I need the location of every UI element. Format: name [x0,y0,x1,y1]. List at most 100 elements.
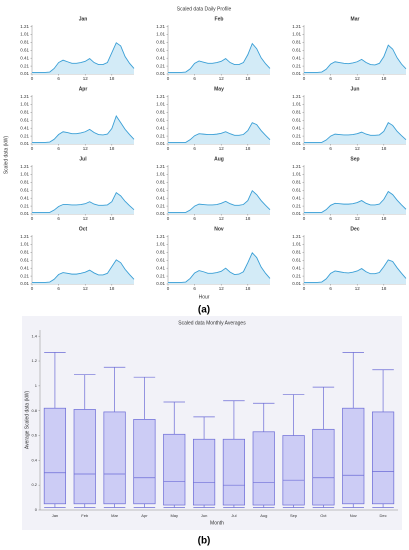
y-tick-label: 0.61 [292,47,301,52]
x-tick-label: 6 [193,76,196,81]
area [168,43,270,74]
x-tick-label: Jan [52,513,58,518]
box [73,409,96,505]
y-tick-label: 0.81 [20,250,29,255]
x-axis-label: Month [210,520,224,526]
y-tick-label: 0.2 [31,482,37,487]
y-tick-label: 0.01 [156,141,165,146]
x-tick-label: Apr [141,513,148,518]
x-tick-label: 6 [329,76,332,81]
area [168,190,270,214]
y-tick-label: 0.81 [292,250,301,255]
x-tick-label: 0 [303,216,306,221]
x-tick-label: 6 [57,76,60,81]
y-tick-label: 0.81 [156,110,165,115]
box [192,438,216,506]
box [312,428,335,506]
y-tick-label: 0.61 [20,187,29,192]
line [168,251,271,283]
y-tick-label: 1.01 [292,242,301,247]
chart-title: Scaled data Daily Profile [177,6,232,12]
y-tick-label: 0.61 [20,257,29,262]
y-tick-label: 0.61 [20,117,29,122]
x-tick-label: 12 [355,146,361,151]
y-tick-label: 0 [35,507,38,512]
x-tick-label: 12 [219,76,225,81]
y-tick-label: 0.81 [20,110,29,115]
line [168,42,271,73]
panel-title: Jan [79,16,88,22]
y-tick-label: 0.41 [156,195,165,200]
y-tick-label: 0.81 [156,250,165,255]
line [32,191,135,213]
x-tick-label: 18 [381,76,387,81]
x-tick-label: 6 [57,216,60,221]
y-tick-label: 1.21 [156,94,165,99]
y-tick-label: 0.01 [292,141,301,146]
line [32,259,135,283]
x-tick-label: 12 [83,216,89,221]
panel-title: Jul [79,156,87,162]
x-tick-label: Mar [111,513,119,518]
line [304,44,407,73]
x-tick-label: 18 [381,286,387,291]
y-tick-label: 0.41 [20,55,29,60]
y-tick-label: 1.01 [292,102,301,107]
panel-title: Jun [351,86,360,92]
y-tick-label: 1.21 [20,24,29,29]
y-tick-label: 0.21 [20,273,29,278]
x-tick-label: Oct [320,513,327,518]
box [252,431,275,506]
y-axis-label: Average Scaled data (kW) [24,391,30,450]
y-tick-label: 1.21 [292,234,301,239]
line [168,122,271,143]
panel-title: Sep [350,156,359,162]
x-tick-label: 12 [83,286,89,291]
y-tick-label: 0.81 [292,110,301,115]
y-tick-label: 0.01 [20,281,29,286]
y-tick-label: 1.21 [292,24,301,29]
panel-title: Aug [214,156,224,162]
y-tick-label: 1.01 [20,242,29,247]
y-tick-label: 1 [35,383,38,388]
x-tick-label: 6 [329,146,332,151]
y-tick-label: 1.21 [156,234,165,239]
y-tick-label: 1.21 [156,164,165,169]
y-tick-label: 0.61 [156,187,165,192]
x-tick-label: 6 [57,146,60,151]
line [304,122,407,143]
y-tick-label: 0.81 [156,180,165,185]
x-tick-label: 12 [219,286,225,291]
x-tick-label: 6 [193,146,196,151]
x-tick-label: 12 [83,76,89,81]
area [304,191,406,214]
x-tick-label: 12 [219,216,225,221]
x-tick-label: Jul [231,513,236,518]
y-tick-label: 1.01 [156,172,165,177]
x-tick-label: 18 [245,146,251,151]
y-tick-label: 0.81 [156,40,165,45]
panel-title: Nov [214,226,224,232]
line [304,190,407,213]
y-tick-label: 1.21 [292,164,301,169]
x-tick-label: May [170,513,178,518]
x-tick-label: 6 [57,286,60,291]
panel-title: Oct [79,226,88,232]
x-tick-label: 18 [109,286,115,291]
x-tick-label: Dec [380,513,387,518]
y-tick-label: 0.01 [292,281,301,286]
x-tick-label: 12 [83,146,89,151]
x-tick-label: 18 [109,76,115,81]
y-tick-label: 1.01 [292,32,301,37]
area [168,252,270,284]
x-tick-label: 0 [167,286,170,291]
x-tick-label: 18 [245,286,251,291]
x-tick-label: 12 [355,76,361,81]
y-tick-label: 1.21 [20,164,29,169]
x-tick-label: 12 [355,216,361,221]
y-tick-label: 1.21 [292,94,301,99]
y-tick-label: 1.21 [20,94,29,99]
x-tick-label: 18 [381,146,387,151]
chart-title: Scaled data Monthly Averages [178,320,246,326]
x-tick-label: Nov [350,513,357,518]
